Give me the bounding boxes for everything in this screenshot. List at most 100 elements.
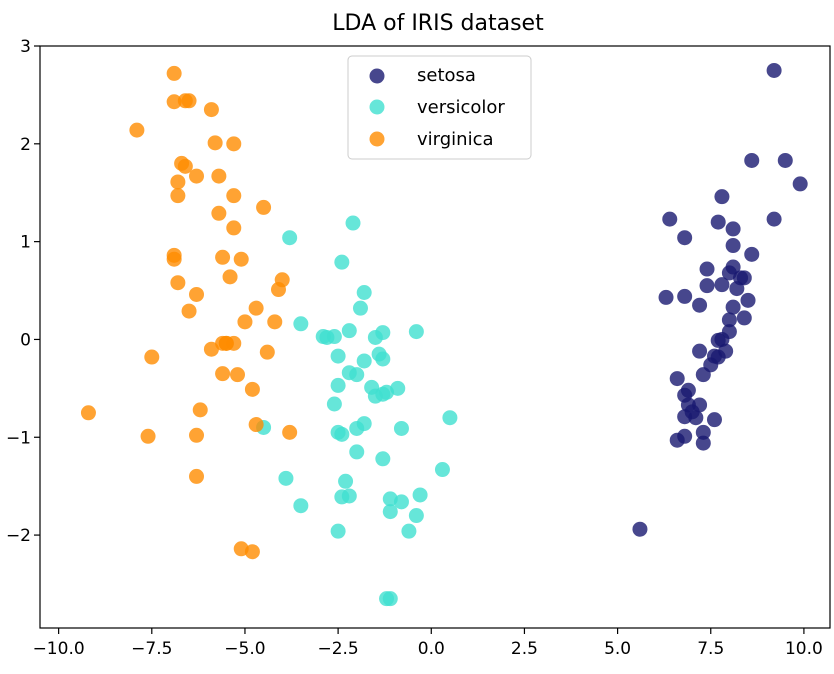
point-setosa bbox=[695, 435, 711, 451]
y-tick-label: 2 bbox=[20, 135, 31, 155]
point-virginica bbox=[181, 303, 197, 319]
point-virginica bbox=[129, 122, 145, 138]
point-versicolor bbox=[375, 325, 391, 341]
point-setosa bbox=[710, 349, 726, 365]
point-versicolor bbox=[282, 230, 298, 246]
point-versicolor bbox=[390, 380, 406, 396]
point-virginica bbox=[244, 381, 260, 397]
legend-marker-versicolor bbox=[369, 99, 385, 115]
x-tick-label: 7.5 bbox=[697, 639, 724, 659]
point-versicolor bbox=[442, 410, 458, 426]
point-setosa bbox=[688, 410, 704, 426]
point-virginica bbox=[211, 205, 227, 221]
point-setosa bbox=[736, 310, 752, 326]
point-setosa bbox=[677, 288, 693, 304]
scatter-points bbox=[80, 62, 808, 607]
legend-label-versicolor: versicolor bbox=[417, 97, 505, 118]
point-virginica bbox=[259, 344, 275, 360]
point-setosa bbox=[725, 299, 741, 315]
point-setosa bbox=[632, 521, 648, 537]
point-versicolor bbox=[330, 523, 346, 539]
y-tick-label: −1 bbox=[6, 428, 31, 448]
point-setosa bbox=[729, 281, 745, 297]
point-setosa bbox=[721, 312, 737, 328]
point-setosa bbox=[699, 261, 715, 277]
point-virginica bbox=[181, 93, 197, 109]
point-virginica bbox=[226, 136, 242, 152]
legend-marker-setosa bbox=[369, 68, 385, 84]
point-virginica bbox=[244, 544, 260, 560]
point-setosa bbox=[725, 259, 741, 275]
point-versicolor bbox=[293, 498, 309, 514]
y-tick-label: −2 bbox=[6, 526, 31, 546]
point-setosa bbox=[725, 238, 741, 254]
point-virginica bbox=[170, 174, 186, 190]
point-virginica bbox=[177, 158, 193, 174]
point-virginica bbox=[192, 402, 208, 418]
x-axis: −10.0 −7.5 −5.0 −2.5 0.0 2.5 5.0 7.5 10.0 bbox=[33, 628, 823, 659]
point-setosa bbox=[669, 432, 685, 448]
point-versicolor bbox=[434, 462, 450, 478]
point-virginica bbox=[144, 349, 160, 365]
point-virginica bbox=[267, 314, 283, 330]
point-versicolor bbox=[375, 351, 391, 367]
point-versicolor bbox=[401, 523, 417, 539]
point-virginica bbox=[166, 94, 182, 110]
point-virginica bbox=[189, 427, 205, 443]
x-tick-label: −5.0 bbox=[224, 639, 265, 659]
point-versicolor bbox=[315, 329, 331, 345]
x-tick-label: 0.0 bbox=[418, 639, 445, 659]
point-versicolor bbox=[408, 324, 424, 340]
point-setosa bbox=[662, 211, 678, 227]
point-virginica bbox=[218, 335, 234, 351]
x-tick-label: 5.0 bbox=[604, 639, 631, 659]
point-setosa bbox=[740, 292, 756, 308]
point-versicolor bbox=[338, 473, 354, 489]
point-versicolor bbox=[334, 426, 350, 442]
y-tick-label: 3 bbox=[20, 37, 31, 57]
point-virginica bbox=[207, 135, 223, 151]
point-virginica bbox=[211, 168, 227, 184]
legend-label-setosa: setosa bbox=[417, 65, 476, 86]
point-virginica bbox=[166, 251, 182, 267]
point-setosa bbox=[706, 412, 722, 428]
point-virginica bbox=[230, 367, 245, 383]
point-versicolor bbox=[341, 323, 357, 339]
point-versicolor bbox=[408, 508, 424, 524]
point-virginica bbox=[189, 168, 205, 184]
point-setosa bbox=[792, 176, 808, 192]
point-virginica bbox=[166, 65, 182, 81]
point-virginica bbox=[226, 220, 242, 236]
point-versicolor bbox=[278, 470, 294, 486]
point-virginica bbox=[170, 188, 186, 204]
point-versicolor bbox=[356, 353, 372, 369]
point-versicolor bbox=[349, 444, 365, 460]
legend-label-virginica: virginica bbox=[417, 129, 494, 150]
point-versicolor bbox=[326, 329, 342, 345]
point-versicolor bbox=[326, 396, 342, 412]
y-tick-label: 1 bbox=[20, 233, 31, 253]
point-setosa bbox=[692, 297, 708, 313]
point-virginica bbox=[226, 188, 242, 204]
point-setosa bbox=[744, 152, 760, 168]
x-tick-label: −10.0 bbox=[33, 639, 85, 659]
point-setosa bbox=[777, 152, 793, 168]
point-versicolor bbox=[412, 487, 428, 503]
point-virginica bbox=[140, 428, 156, 444]
point-versicolor bbox=[393, 494, 409, 510]
point-versicolor bbox=[349, 367, 365, 383]
point-virginica bbox=[248, 300, 264, 316]
point-versicolor bbox=[345, 215, 361, 231]
point-virginica bbox=[80, 405, 96, 421]
point-virginica bbox=[233, 251, 249, 267]
point-virginica bbox=[282, 424, 298, 440]
legend: setosa versicolor virginica bbox=[347, 55, 532, 160]
legend-box bbox=[347, 55, 532, 160]
point-setosa bbox=[677, 230, 693, 246]
point-virginica bbox=[215, 366, 231, 382]
point-virginica bbox=[189, 468, 205, 484]
point-virginica bbox=[256, 199, 272, 215]
point-versicolor bbox=[293, 316, 309, 332]
point-setosa bbox=[699, 278, 715, 294]
